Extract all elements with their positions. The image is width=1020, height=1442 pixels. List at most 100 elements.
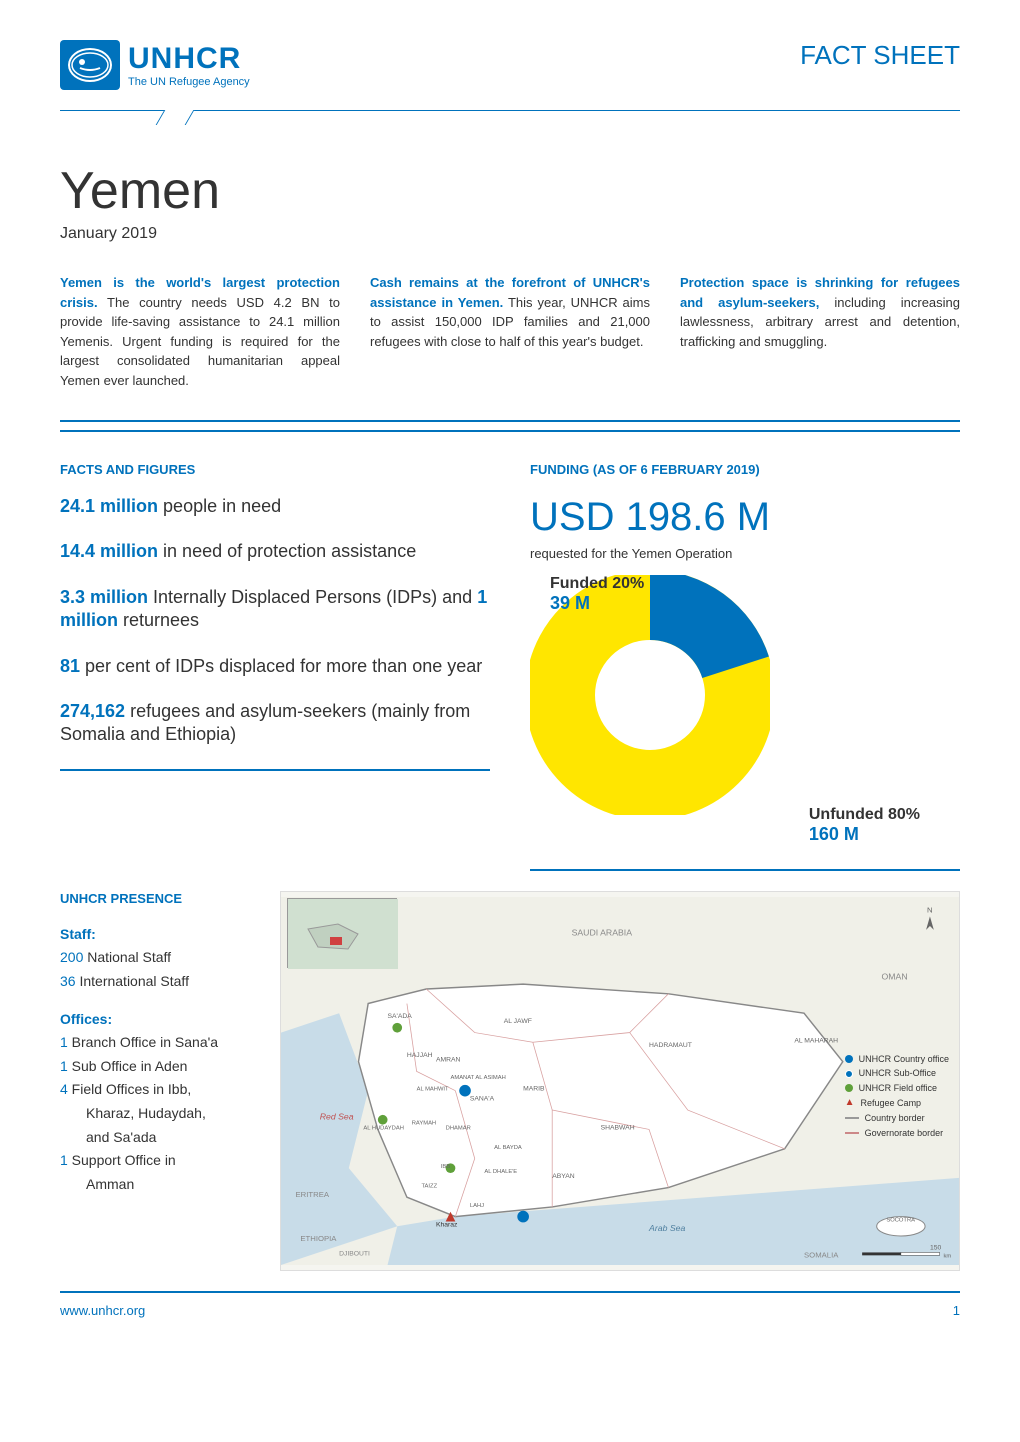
marker-saada (392, 1023, 402, 1033)
inset-svg (288, 899, 398, 969)
legend-dot-3 (845, 1084, 853, 1092)
logo-block: UNHCR The UN Refugee Agency (60, 40, 250, 90)
offices-heading: Offices: (60, 1011, 260, 1027)
office-3-num: 4 (60, 1081, 68, 1097)
page-subtitle: January 2019 (60, 225, 960, 243)
legend-triangle: ▲ (845, 1095, 855, 1111)
label-arabsea: Arab Sea (648, 1223, 685, 1233)
legend-label-5: Country border (865, 1111, 925, 1125)
unhcr-logo-icon (60, 40, 120, 90)
map-container: SAUDI ARABIA OMAN ERITREA ETHIOPIA DJIBO… (280, 891, 960, 1271)
label-somalia: SOMALIA (804, 1250, 839, 1259)
gov-amran: AMRAN (436, 1057, 461, 1064)
summary-col-2: Cash remains at the forefront of UNHCR's… (370, 273, 650, 390)
fact-3-text: Internally Displaced Persons (IDPs) and (148, 587, 477, 607)
gov-hajjah: HAJJAH (407, 1052, 433, 1059)
logo-text: UNHCR The UN Refugee Agency (128, 42, 250, 88)
facts-heading: FACTS AND FIGURES (60, 462, 490, 477)
office-2-text: Sub Office in Aden (68, 1058, 188, 1074)
funding-amount: USD 198.6 M (530, 495, 960, 540)
gov-mahwit: AL MAHWIT (417, 1087, 449, 1093)
gov-marib: MARIB (523, 1086, 545, 1093)
map-legend: UNHCR Country office UNHCR Sub-Office UN… (845, 1052, 949, 1140)
fact-sheet-label: FACT SHEET (800, 40, 960, 71)
donut-funded-label: Funded 20% 39 M (550, 575, 644, 614)
gov-hudaydah: AL HUDAYDAH (363, 1125, 404, 1131)
office-1-num: 1 (60, 1034, 68, 1050)
logo-sub-text: The UN Refugee Agency (128, 76, 250, 88)
funding-section: FUNDING (AS OF 6 FEBRUARY 2019) USD 198.… (530, 462, 960, 871)
fact-1-num: 24.1 million (60, 496, 158, 516)
presence-left: UNHCR PRESENCE Staff: 200 National Staff… (60, 891, 260, 1198)
footer-url: www.unhcr.org (60, 1303, 145, 1318)
office-4-line2: Amman (60, 1175, 260, 1195)
staff-heading: Staff: (60, 926, 260, 942)
office-3-line3: and Sa'ada (60, 1128, 260, 1148)
gov-dhamar: DHAMAR (446, 1125, 471, 1131)
fact-4-text: per cent of IDPs displaced for more than… (80, 656, 482, 676)
legend-label-4: Refugee Camp (861, 1096, 922, 1110)
unfunded-amt: 160 M (809, 824, 920, 845)
logo-main-text: UNHCR (128, 42, 250, 76)
legend-refugee-camp: ▲ Refugee Camp (845, 1095, 949, 1111)
legend-label-1: UNHCR Country office (859, 1052, 949, 1066)
staff-2: 36 International Staff (60, 972, 260, 992)
office-2: 1 Sub Office in Aden (60, 1057, 260, 1077)
label-eritrea: ERITREA (296, 1190, 330, 1199)
header-divider (60, 110, 960, 111)
facts-divider (60, 769, 490, 771)
scale-unit: km (944, 1253, 952, 1259)
mid-section: FACTS AND FIGURES 24.1 million people in… (60, 462, 960, 871)
gov-taizz: TAIZZ (421, 1184, 437, 1190)
funded-pct: Funded 20% (550, 575, 644, 593)
staff-1-num: 200 (60, 949, 83, 965)
gov-hadramaut: HADRAMAUT (649, 1042, 692, 1049)
legend-line-1 (845, 1117, 859, 1119)
office-4-text: Support Office in (68, 1152, 176, 1168)
fact-4-num: 81 (60, 656, 80, 676)
gov-maharah: AL MAHARAH (794, 1037, 838, 1044)
legend-country-office: UNHCR Country office (845, 1052, 949, 1066)
gov-amanat: AMANAT AL ASIMAH (451, 1075, 506, 1081)
label-redsea: Red Sea (320, 1112, 354, 1122)
header: UNHCR The UN Refugee Agency FACT SHEET (60, 40, 960, 90)
gov-aljawf: AL JAWF (504, 1018, 532, 1025)
funding-divider (530, 869, 960, 871)
gov-bayda: AL BAYDA (494, 1145, 522, 1151)
office-1: 1 Branch Office in Sana'a (60, 1033, 260, 1053)
donut-unfunded-label: Unfunded 80% 160 M (809, 806, 920, 845)
legend-country-border: Country border (845, 1111, 949, 1125)
staff-2-text: International Staff (76, 973, 189, 989)
donut-chart: Funded 20% 39 M Unfunded 80% 160 M (530, 575, 870, 855)
legend-gov-border: Governorate border (845, 1126, 949, 1140)
office-3-line2: Kharaz, Hudaydah, (60, 1104, 260, 1124)
staff-2-num: 36 (60, 973, 76, 989)
office-3: 4 Field Offices in Ibb, (60, 1080, 260, 1100)
legend-dot-1 (845, 1055, 853, 1063)
summary-col-1: Yemen is the world's largest protection … (60, 273, 340, 390)
gov-lahj: LAHJ (470, 1203, 484, 1209)
label-djibouti: DJIBOUTI (339, 1250, 370, 1257)
fact-2-num: 14.4 million (60, 541, 158, 561)
label-oman: OMAN (882, 971, 908, 981)
legend-field-office: UNHCR Field office (845, 1081, 949, 1095)
fact-1: 24.1 million people in need (60, 495, 490, 518)
map-inset (287, 898, 397, 968)
fact-5: 274,162 refugees and asylum-seekers (mai… (60, 700, 490, 747)
fact-4: 81 per cent of IDPs displaced for more t… (60, 655, 490, 678)
gov-abyan: ABYAN (552, 1173, 575, 1180)
label-ethiopia: ETHIOPIA (300, 1234, 337, 1243)
office-3-text: Field Offices in Ibb, (68, 1081, 191, 1097)
fact-3-text2: returnees (118, 610, 199, 630)
legend-sub-office: UNHCR Sub-Office (845, 1066, 949, 1080)
presence-heading: UNHCR PRESENCE (60, 891, 260, 906)
gov-socotra: SOCOTRA (886, 1217, 915, 1223)
fact-5-num: 274,162 (60, 701, 125, 721)
divider-1 (60, 420, 960, 422)
marker-hudaydah (378, 1115, 388, 1125)
gov-ibb: IBB (441, 1164, 450, 1170)
gov-saada: SA'ADA (388, 1013, 413, 1020)
fact-1-text: people in need (158, 496, 281, 516)
presence-section: UNHCR PRESENCE Staff: 200 National Staff… (60, 891, 960, 1271)
summary-col-3: Protection space is shrinking for refuge… (680, 273, 960, 390)
